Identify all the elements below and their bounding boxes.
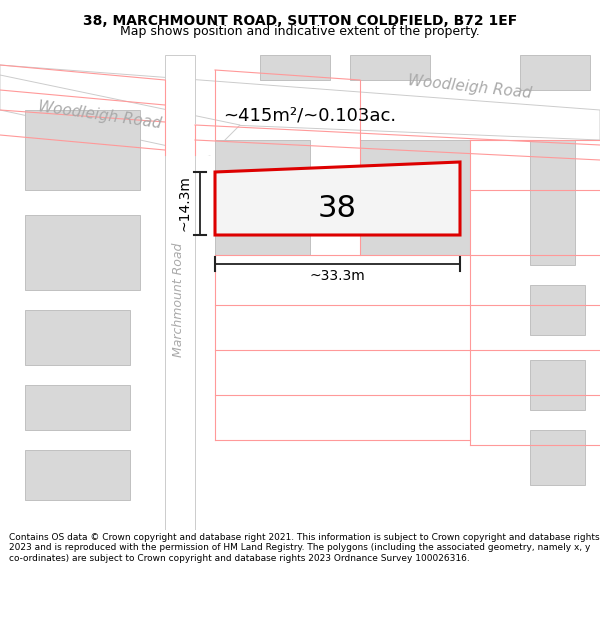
Polygon shape	[165, 55, 195, 530]
Polygon shape	[530, 430, 585, 485]
Polygon shape	[25, 450, 130, 500]
Polygon shape	[25, 215, 140, 290]
Text: Contains OS data © Crown copyright and database right 2021. This information is : Contains OS data © Crown copyright and d…	[9, 533, 599, 562]
Polygon shape	[260, 55, 330, 80]
Text: 38, MARCHMOUNT ROAD, SUTTON COLDFIELD, B72 1EF: 38, MARCHMOUNT ROAD, SUTTON COLDFIELD, B…	[83, 14, 517, 28]
Polygon shape	[520, 55, 590, 90]
Polygon shape	[0, 65, 600, 140]
Polygon shape	[25, 310, 130, 365]
Text: Woodleigh Road: Woodleigh Road	[407, 73, 533, 101]
Text: ~415m²/~0.103ac.: ~415m²/~0.103ac.	[223, 107, 397, 125]
Polygon shape	[530, 140, 575, 265]
Polygon shape	[0, 75, 240, 155]
Polygon shape	[360, 140, 470, 255]
Text: 38: 38	[318, 194, 357, 223]
Polygon shape	[350, 55, 430, 80]
Polygon shape	[25, 110, 140, 190]
Text: Woodleigh Road: Woodleigh Road	[37, 99, 163, 131]
Polygon shape	[530, 285, 585, 335]
Text: Marchmount Road: Marchmount Road	[172, 242, 185, 357]
Polygon shape	[165, 115, 215, 155]
Polygon shape	[25, 385, 130, 430]
Polygon shape	[215, 140, 310, 255]
Polygon shape	[215, 162, 460, 235]
Text: Map shows position and indicative extent of the property.: Map shows position and indicative extent…	[120, 26, 480, 39]
Polygon shape	[530, 360, 585, 410]
Text: ~33.3m: ~33.3m	[310, 269, 365, 283]
Text: ~14.3m: ~14.3m	[178, 176, 192, 231]
